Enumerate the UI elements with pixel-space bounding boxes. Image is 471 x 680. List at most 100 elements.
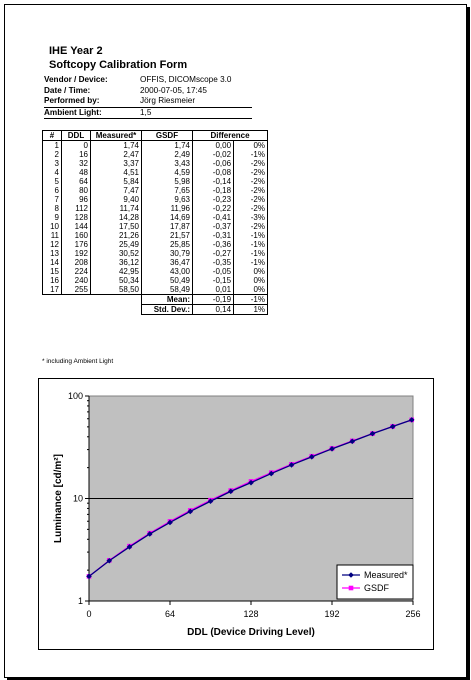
cell-index: 6	[42, 186, 62, 195]
legend-label: Measured*	[364, 570, 408, 580]
footnote: * including Ambient Light	[42, 358, 114, 365]
col-header-gsdf: GSDF	[141, 130, 193, 141]
meta-value: 2000-07-05, 17:45	[140, 85, 207, 95]
table-row: 6 80 7,47 7,65 -0,18 -2%	[42, 186, 268, 195]
cell-ddl: 32	[61, 159, 91, 168]
cell-ddl: 128	[61, 213, 91, 222]
cell-percent: -2%	[233, 204, 268, 213]
cell-difference: -0,08	[191, 168, 235, 177]
cell-measured: 1,74	[90, 140, 142, 150]
cell-ddl: 96	[61, 195, 91, 204]
cell-difference: -0,23	[191, 195, 235, 204]
table-row: 2 16 2,47 2,49 -0,02 -1%	[42, 150, 268, 159]
cell-difference: -0,36	[191, 240, 235, 249]
table-row: 1 0 1,74 1,74 0,00 0%	[42, 140, 268, 150]
table-row: 9 128 14,28 14,69 -0,41 -3%	[42, 213, 268, 222]
cell-ddl: 208	[61, 258, 91, 267]
x-tick-label: 192	[324, 609, 339, 619]
cell-difference: -0,31	[191, 231, 235, 240]
cell-measured: 36,12	[90, 258, 142, 267]
cell-index: 13	[42, 249, 62, 258]
cell-index: 14	[42, 258, 62, 267]
y-axis-label: Luminance [cd/m²]	[53, 454, 64, 543]
cell-percent: -1%	[233, 249, 268, 258]
table-row: 10 144 17,50 17,87 -0,37 -2%	[42, 222, 268, 231]
cell-ddl: 112	[61, 204, 91, 213]
cell-gsdf: 25,85	[141, 240, 193, 249]
cell-measured: 42,95	[90, 267, 142, 276]
cell-percent: -1%	[233, 240, 268, 249]
cell-measured: 30,52	[90, 249, 142, 258]
cell-index: 2	[42, 150, 62, 159]
empty-cell	[62, 305, 91, 315]
cell-ddl: 176	[61, 240, 91, 249]
cell-measured: 4,51	[90, 168, 142, 177]
data-point-measured	[329, 446, 335, 452]
luminance-chart: 1 10 100 0 64 128 192 256 DDL (Device Driving Le…	[53, 391, 421, 638]
data-point-measured	[187, 508, 194, 515]
cell-gsdf: 58,49	[141, 285, 193, 295]
table-header-row: # DDL Measured* GSDF Difference	[42, 130, 268, 141]
cell-index: 5	[42, 177, 62, 186]
empty-cell	[43, 295, 62, 305]
cell-index: 10	[42, 222, 62, 231]
empty-cell	[43, 305, 62, 315]
meta-value: OFFIS, DICOMscope 3.0	[140, 75, 232, 84]
cell-gsdf: 9,63	[141, 195, 193, 204]
empty-cell	[91, 305, 142, 315]
table-row: 5 64 5,84 5,98 -0,14 -2%	[42, 177, 268, 186]
table-row: 8 112 11,74 11,96 -0,22 -2%	[42, 204, 268, 213]
col-header-measured: Measured*	[90, 130, 142, 141]
table-row: 14 208 36,12 36,47 -0,35 -1%	[42, 258, 268, 267]
form-subtitle: Softcopy Calibration Form	[49, 59, 188, 71]
cell-difference: 0,01	[191, 285, 235, 295]
cell-gsdf: 5,98	[141, 177, 193, 186]
table-row: 4 48 4,51 4,59 -0,08 -2%	[42, 168, 268, 177]
cell-gsdf: 2,49	[141, 150, 193, 159]
cell-gsdf: 43,00	[141, 267, 193, 276]
cell-percent: 0%	[233, 140, 268, 150]
table-row: 3 32 3,37 3,43 -0,06 -2%	[42, 159, 268, 168]
cell-index: 11	[42, 231, 62, 240]
summary-value: 0,14	[191, 304, 235, 315]
cell-index: 1	[42, 140, 62, 150]
cell-ddl: 160	[61, 231, 91, 240]
table-row: 12 176 25,49 25,85 -0,36 -1%	[42, 240, 268, 249]
cell-measured: 17,50	[90, 222, 142, 231]
chart-frame: 1 10 100 0 64 128 192 256 DDL (Device Driving Le…	[38, 378, 434, 650]
cell-gsdf: 17,87	[141, 222, 193, 231]
cell-gsdf: 1,74	[141, 140, 193, 150]
cell-ddl: 192	[61, 249, 91, 258]
cell-ddl: 224	[61, 267, 91, 276]
form-title: IHE Year 2	[49, 45, 103, 57]
calibration-table: # DDL Measured* GSDF Difference 1 0 1,74 1,…	[42, 130, 268, 315]
cell-difference: -0,14	[191, 177, 235, 186]
form-meta: Vendor / Device: OFFIS, DICOMscope 3.0 D…	[44, 75, 252, 119]
meta-label: Performed by:	[44, 96, 100, 105]
cell-percent: -2%	[233, 168, 268, 177]
cell-ddl: 80	[61, 186, 91, 195]
cell-index: 4	[42, 168, 62, 177]
cell-measured: 3,37	[90, 159, 142, 168]
y-tick-label: 1	[78, 596, 83, 606]
cell-index: 16	[42, 276, 62, 285]
col-header-ddl: DDL	[61, 130, 91, 141]
cell-measured: 25,49	[90, 240, 142, 249]
table-row: 11 160 21,26 21,57 -0,31 -1%	[42, 231, 268, 240]
cell-difference: 0,00	[191, 140, 235, 150]
legend	[336, 564, 414, 600]
cell-difference: -0,41	[191, 213, 235, 222]
cell-ddl: 240	[61, 276, 91, 285]
legend-label: GSDF	[364, 583, 390, 593]
data-point-measured	[389, 423, 396, 430]
cell-percent: -3%	[233, 213, 268, 222]
summary-row: Mean: -0,19 -1%	[43, 294, 268, 305]
data-point-measured	[106, 557, 113, 564]
cell-percent: 0%	[233, 276, 268, 285]
cell-ddl: 255	[61, 285, 91, 295]
summary-row: Std. Dev.: 0,14 1%	[43, 304, 268, 315]
cell-percent: -1%	[233, 231, 268, 240]
meta-row-date: Date / Time: 2000-07-05, 17:45	[44, 86, 252, 97]
cell-gsdf: 14,69	[141, 213, 193, 222]
cell-gsdf: 50,49	[141, 276, 193, 285]
